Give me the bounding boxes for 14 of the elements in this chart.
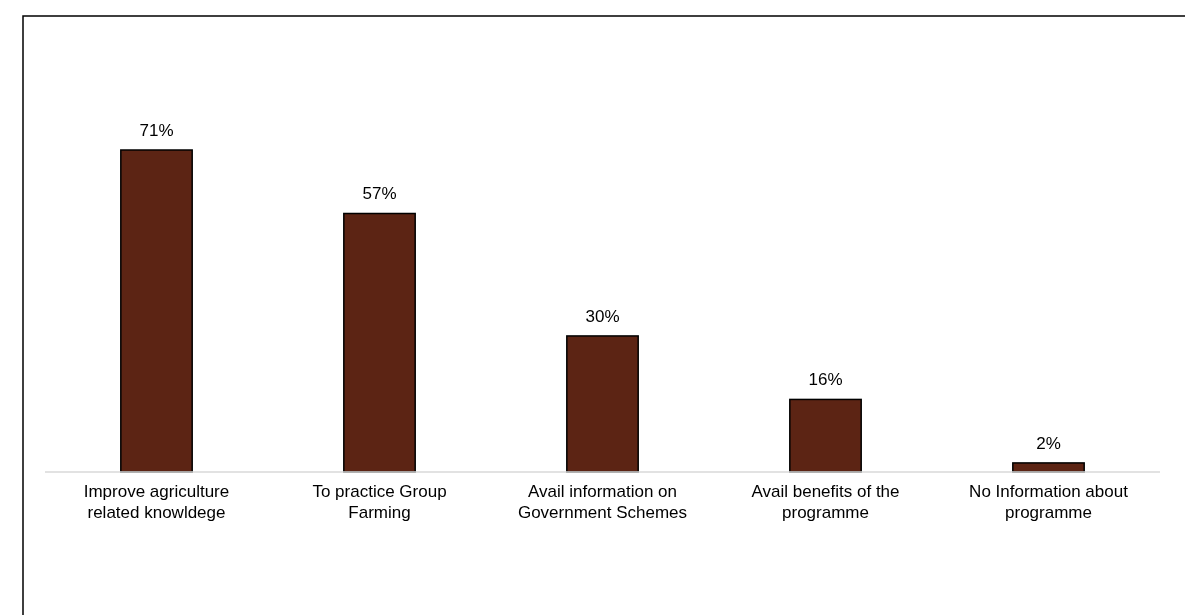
bar	[789, 398, 862, 473]
data-label: 57%	[362, 184, 397, 204]
bar	[120, 149, 193, 473]
x-tick-label: Avail information on Government Schemes	[517, 482, 688, 522]
bar	[343, 212, 416, 473]
x-tick-label: Avail benefits of the programme	[751, 482, 900, 522]
data-label: 16%	[808, 370, 843, 390]
data-label: 71%	[139, 121, 174, 140]
data-label: 2%	[1036, 433, 1061, 453]
x-tick-label: Improve agriculture related knowldege	[83, 482, 230, 522]
x-tick-label: No Information about programme	[969, 482, 1129, 522]
bar	[566, 335, 639, 473]
data-label: 30%	[585, 306, 620, 326]
x-tick-label: To practice Group Farming	[312, 482, 447, 522]
